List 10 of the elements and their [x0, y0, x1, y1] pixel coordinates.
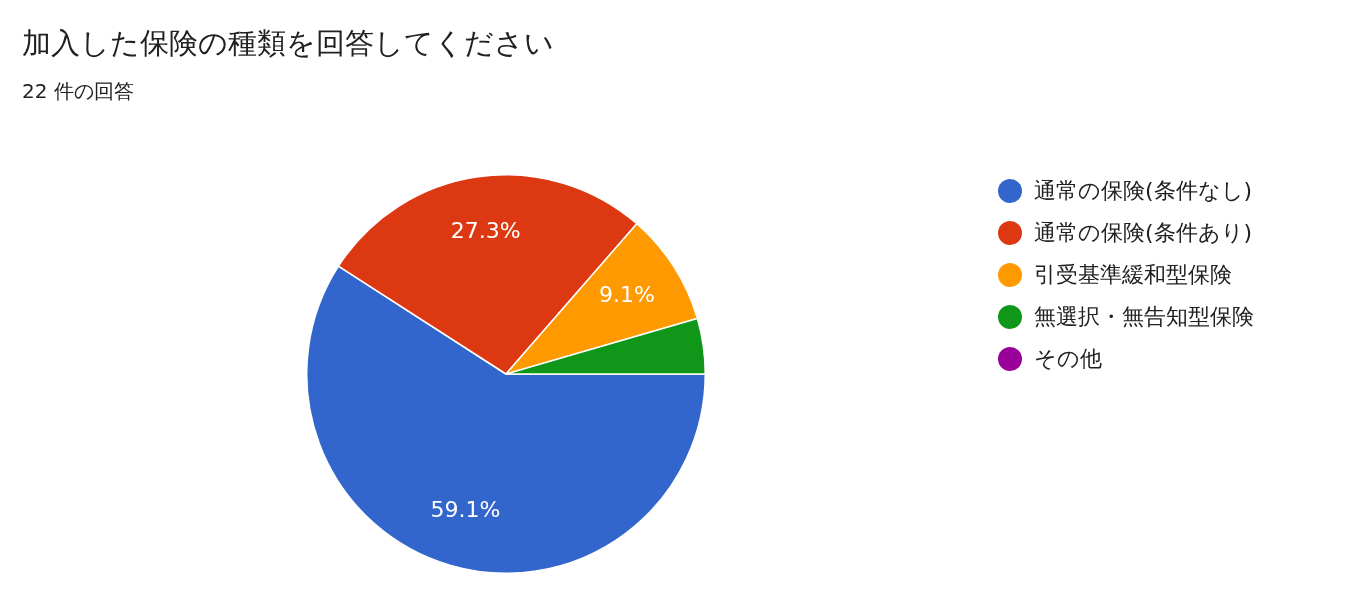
legend-label: 通常の保険(条件あり)	[1034, 219, 1253, 247]
chart-title: 加入した保険の種類を回答してください	[22, 25, 554, 62]
text: 22 件の回答	[22, 78, 134, 105]
data-label: 27.3%	[450, 217, 521, 243]
data-label: 9.1%	[598, 282, 655, 308]
legend-label: 通常の保険(条件なし)	[1034, 177, 1253, 205]
legend-label: 引受基準緩和型保険	[1034, 261, 1232, 289]
data-label: 59.1%	[430, 497, 501, 523]
legend-label: 無選択・無告知型保険	[1034, 303, 1254, 331]
legend-label: その他	[1034, 345, 1102, 373]
